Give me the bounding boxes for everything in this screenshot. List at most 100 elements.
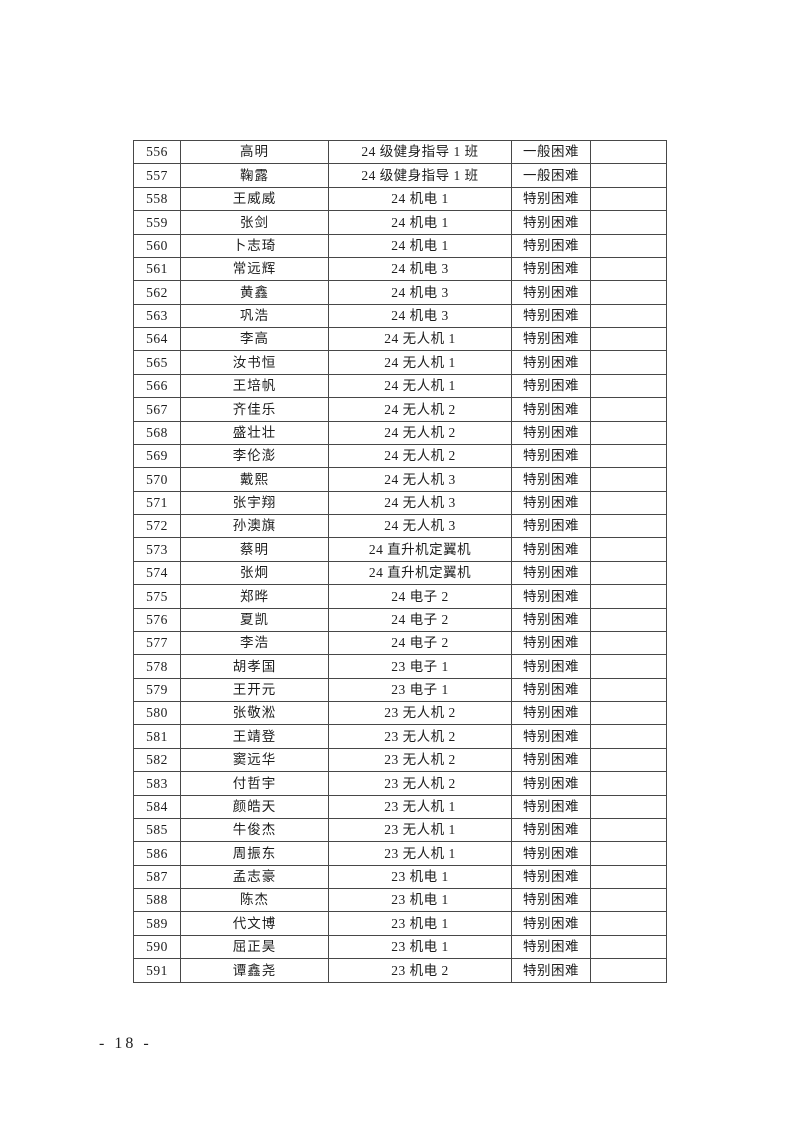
cell-serial-number: 575 [133,584,181,609]
cell-serial-number: 564 [133,326,181,352]
cell-note [590,724,667,749]
cell-class-name: 24 无人机 3 [328,467,512,492]
cell-difficulty-level: 特别困难 [511,864,591,890]
cell-difficulty-level: 特别困难 [511,560,591,586]
cell-student-name: 高明 [180,139,329,165]
cell-serial-number: 566 [133,373,181,399]
cell-serial-number: 580 [133,700,181,726]
cell-serial-number: 565 [133,350,181,375]
cell-note [590,280,667,305]
cell-class-name: 24 无人机 2 [328,420,512,445]
cell-serial-number: 569 [133,443,181,469]
student-roster-table: 556 高明 24 级健身指导 1 班 一般困难 557 鞠露 24 级健身指导… [133,139,667,983]
cell-serial-number: 587 [133,864,181,890]
cell-student-name: 胡孝国 [180,654,329,679]
cell-serial-number: 590 [133,934,181,960]
cell-class-name: 24 电子 2 [328,607,512,632]
cell-note [590,186,667,212]
cell-note [590,513,667,539]
table-row: 556 高明 24 级健身指导 1 班 一般困难 [133,139,667,165]
cell-class-name: 24 无人机 2 [328,397,512,422]
cell-difficulty-level: 特别困难 [511,654,591,679]
table-row: 584 颜皓天 23 无人机 1 特别困难 [133,794,667,819]
cell-student-name: 黄鑫 [180,280,329,305]
table-row: 558 王威威 24 机电 1 特别困难 [133,186,667,212]
cell-serial-number: 586 [133,841,181,866]
table-row: 574 张炯 24 直升机定翼机 特别困难 [133,560,667,586]
cell-class-name: 24 无人机 1 [328,350,512,375]
cell-class-name: 23 机电 1 [328,864,512,890]
cell-difficulty-level: 特别困难 [511,233,591,258]
cell-note [590,420,667,445]
cell-difficulty-level: 一般困难 [511,139,591,165]
table-row: 557 鞠露 24 级健身指导 1 班 一般困难 [133,163,667,188]
cell-serial-number: 582 [133,747,181,773]
table-row: 582 窦远华 23 无人机 2 特别困难 [133,747,667,773]
cell-class-name: 24 无人机 2 [328,443,512,469]
cell-note [590,373,667,399]
cell-student-name: 孙澳旗 [180,513,329,539]
cell-class-name: 23 电子 1 [328,654,512,679]
table-row: 591 谭鑫尧 23 机电 2 特别困难 [133,958,667,983]
cell-class-name: 23 无人机 1 [328,794,512,819]
cell-note [590,794,667,819]
cell-serial-number: 556 [133,139,181,165]
cell-note [590,934,667,960]
cell-serial-number: 563 [133,303,181,329]
cell-note [590,607,667,632]
cell-student-name: 常远辉 [180,256,329,282]
cell-student-name: 鞠露 [180,163,329,188]
cell-serial-number: 589 [133,911,181,936]
table-row: 575 郑晔 24 电子 2 特别困难 [133,584,667,609]
cell-student-name: 张炯 [180,560,329,586]
table-row: 577 李浩 24 电子 2 特别困难 [133,630,667,656]
cell-note [590,887,667,913]
cell-student-name: 陈杰 [180,887,329,913]
cell-difficulty-level: 特别困难 [511,280,591,305]
cell-note [590,210,667,235]
cell-class-name: 24 无人机 3 [328,490,512,516]
cell-student-name: 王靖登 [180,724,329,749]
cell-note [590,233,667,258]
cell-class-name: 23 电子 1 [328,677,512,703]
table-row: 580 张敬淞 23 无人机 2 特别困难 [133,700,667,726]
cell-note [590,303,667,329]
cell-difficulty-level: 特别困难 [511,186,591,212]
table-row: 588 陈杰 23 机电 1 特别困难 [133,887,667,913]
cell-difficulty-level: 特别困难 [511,771,591,796]
table-row: 586 周振东 23 无人机 1 特别困难 [133,841,667,866]
cell-serial-number: 570 [133,467,181,492]
cell-difficulty-level: 特别困难 [511,420,591,445]
cell-difficulty-level: 特别困难 [511,513,591,539]
cell-difficulty-level: 特别困难 [511,724,591,749]
cell-student-name: 王威威 [180,186,329,212]
cell-note [590,700,667,726]
cell-class-name: 24 直升机定翼机 [328,537,512,562]
cell-class-name: 24 机电 3 [328,303,512,329]
cell-difficulty-level: 特别困难 [511,537,591,562]
cell-student-name: 代文博 [180,911,329,936]
cell-student-name: 郑晔 [180,584,329,609]
cell-student-name: 李高 [180,326,329,352]
cell-difficulty-level: 一般困难 [511,163,591,188]
cell-class-name: 23 无人机 2 [328,747,512,773]
cell-note [590,560,667,586]
cell-class-name: 24 电子 2 [328,584,512,609]
cell-class-name: 23 无人机 2 [328,724,512,749]
cell-serial-number: 579 [133,677,181,703]
cell-note [590,911,667,936]
table-row: 563 巩浩 24 机电 3 特别困难 [133,303,667,329]
cell-serial-number: 584 [133,794,181,819]
cell-serial-number: 583 [133,771,181,796]
table-row: 572 孙澳旗 24 无人机 3 特别困难 [133,513,667,539]
cell-serial-number: 591 [133,958,181,983]
cell-note [590,397,667,422]
cell-student-name: 王培帆 [180,373,329,399]
cell-class-name: 23 机电 2 [328,958,512,983]
cell-student-name: 夏凯 [180,607,329,632]
cell-serial-number: 557 [133,163,181,188]
cell-class-name: 24 机电 3 [328,280,512,305]
cell-difficulty-level: 特别困难 [511,350,591,375]
cell-difficulty-level: 特别困难 [511,467,591,492]
cell-class-name: 23 无人机 2 [328,700,512,726]
